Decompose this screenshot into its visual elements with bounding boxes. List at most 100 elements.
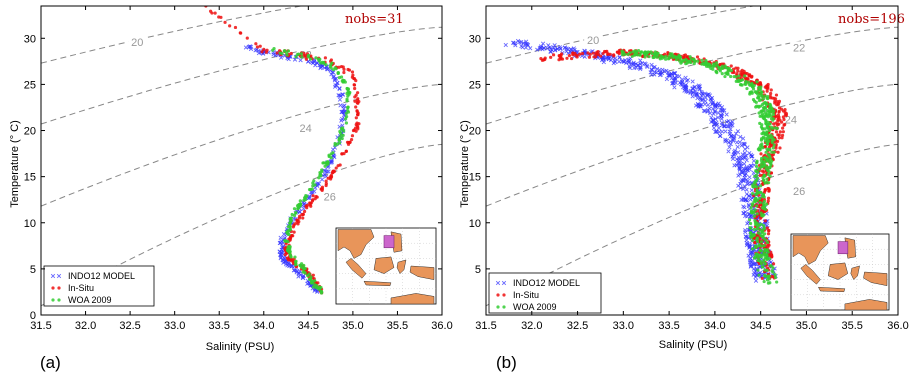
data-point [283,259,288,264]
data-point [739,143,744,148]
data-point [753,241,757,245]
data-point [761,108,766,112]
data-point [329,159,334,164]
data-point [295,218,299,222]
data-point [631,50,635,54]
data-point [339,116,345,122]
data-point [335,80,340,86]
data-point [626,52,630,57]
data-point [684,87,689,92]
data-point [707,111,713,116]
data-point [724,138,730,143]
data-point [744,158,749,163]
data-point [742,161,747,166]
data-point [678,59,682,63]
data-point [322,60,326,65]
data-point [298,214,302,218]
data-point [704,63,708,67]
data-point [755,227,759,231]
x-tick-label: 32.0 [75,320,96,332]
data-point [565,56,569,60]
panel-letter: (b) [496,353,517,372]
data-point [293,260,298,264]
data-point [780,136,784,140]
data-point [765,177,769,181]
legend-marker [496,293,500,297]
data-point [732,74,736,79]
data-point [667,56,671,60]
data-point [763,274,767,278]
data-point [301,216,305,220]
data-point [712,122,717,127]
data-point [298,272,303,278]
data-point [652,64,657,70]
data-point [748,263,754,269]
legend-marker [496,305,500,309]
data-point [333,84,338,89]
data-point [769,91,773,96]
data-point [324,182,328,186]
y-tick-label: 20 [24,126,36,138]
data-point [345,86,349,91]
data-point [749,163,754,168]
data-point [642,51,646,55]
data-point [756,89,760,93]
data-point [772,122,776,126]
data-point [702,108,708,114]
data-point [341,65,345,69]
inset-land [827,262,849,280]
data-point [292,213,297,218]
data-point [705,92,710,97]
data-point [304,57,308,61]
data-point [711,119,716,124]
data-point [646,50,650,54]
data-point [769,107,773,111]
data-point [612,58,617,63]
data-point [294,262,298,266]
data-point [320,168,324,172]
data-point [346,67,350,72]
data-point [764,249,768,253]
data-point [743,74,747,78]
data-point [339,109,344,115]
data-point [356,91,360,95]
y-tick-label: 25 [469,79,481,91]
data-point [751,262,757,267]
data-point [334,166,338,170]
data-point [644,63,649,68]
data-point [639,50,644,54]
data-point [612,53,616,57]
isopycnal-line [486,83,898,207]
data-point [330,147,336,152]
data-point [503,42,508,48]
data-point [760,112,765,116]
data-point [765,89,769,93]
data-point [692,62,696,66]
data-point [769,88,773,92]
legend-marker [50,273,56,279]
inset-land [863,271,888,287]
data-point [752,227,756,232]
data-point [762,199,767,204]
data-point [301,270,305,274]
data-point [311,285,316,289]
data-point [253,48,258,53]
legend-entry: In-Situ [513,290,539,300]
data-point [728,133,734,138]
data-point [749,75,754,79]
data-point [768,174,772,178]
data-point [248,46,254,52]
data-point [720,66,725,71]
data-point [766,86,770,90]
data-point [747,151,752,156]
data-point [587,55,592,59]
data-point [695,55,700,59]
data-point [773,101,777,105]
isopycnal-line [41,0,442,3]
data-point [761,97,766,101]
data-point [765,159,769,163]
axes: 31.5 32.0 32.5 33.0 33.5 34.0 34.5 35.0 35.5 36.0… [24,5,453,332]
legend-marker [502,293,506,297]
data-point [729,74,733,79]
